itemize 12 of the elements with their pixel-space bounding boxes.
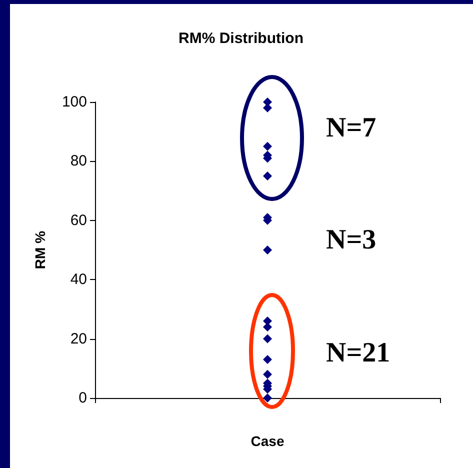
- y-tick-label: 100: [62, 94, 87, 110]
- x-axis-title: Case: [250, 433, 284, 449]
- annotation: N=7: [326, 112, 376, 144]
- chart-title: RM% Distribution: [178, 30, 304, 47]
- y-tick-label: 0: [78, 390, 87, 406]
- y-tick-label: 20: [70, 330, 87, 348]
- y-tick-label: 40: [70, 271, 87, 288]
- annotation: N=3: [326, 224, 376, 256]
- annotation: N=21: [326, 338, 390, 368]
- y-tick-label: 80: [70, 152, 87, 170]
- y-tick-label: 60: [70, 212, 87, 229]
- y-axis-title: RM %: [32, 230, 48, 270]
